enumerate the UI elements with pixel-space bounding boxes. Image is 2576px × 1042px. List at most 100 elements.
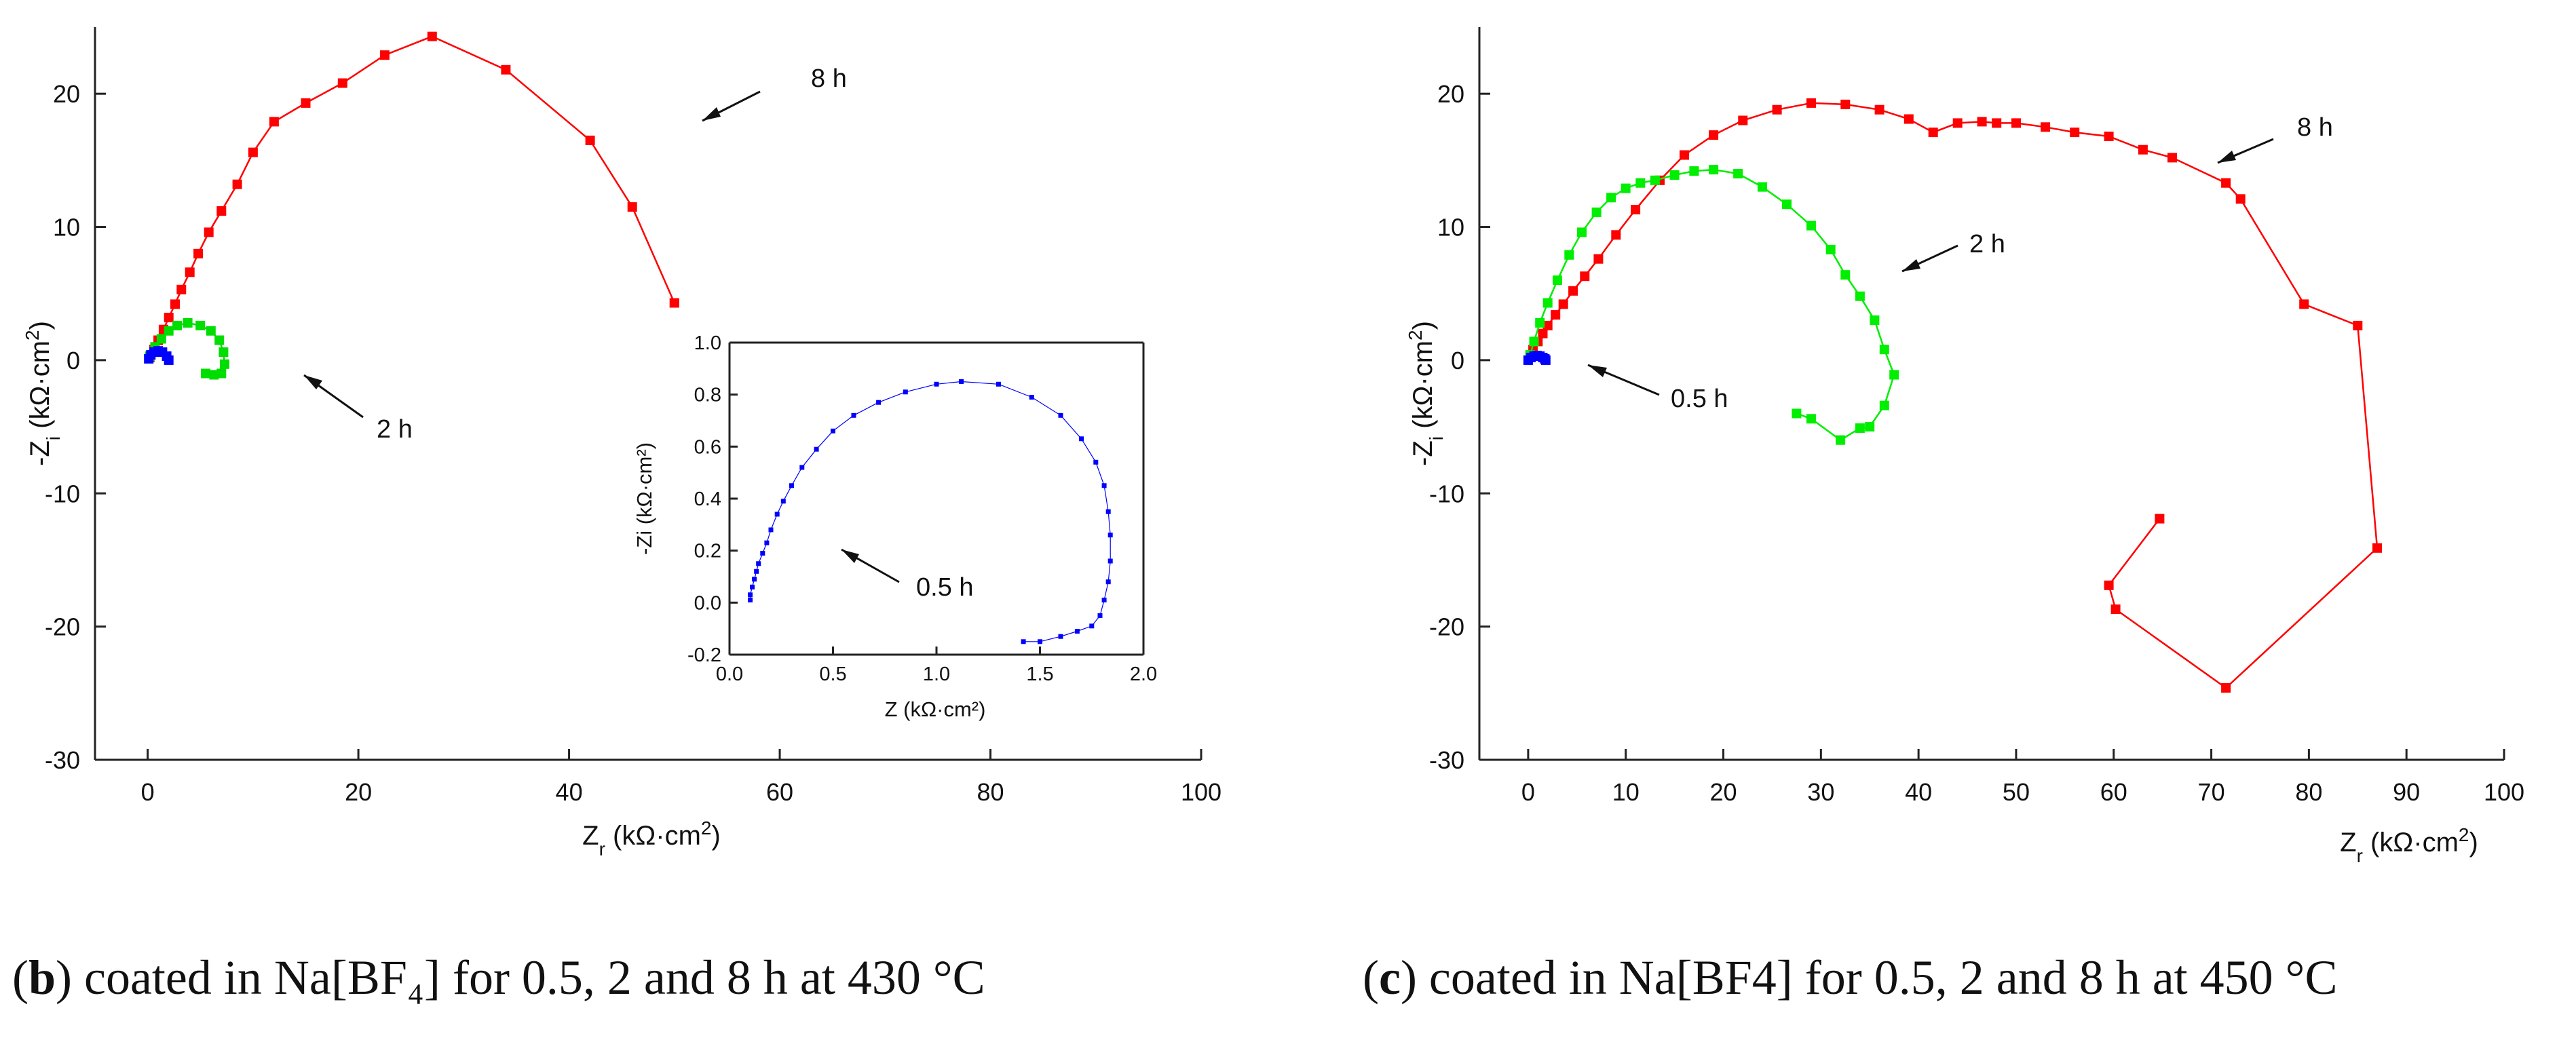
- b-series-8h-line: [149, 35, 675, 358]
- b-y-tick-label: 20: [53, 80, 80, 108]
- c-series-8h-point-19: [1874, 104, 1884, 115]
- inset-series-05h-point-1: [748, 592, 753, 598]
- inset-series-05h-point-34: [1058, 634, 1063, 639]
- inset-series-05h-point-19: [959, 379, 964, 384]
- panel-b-annotations: 8 h 2 h 0.5 h: [303, 64, 974, 602]
- b-series-8h-point-12: [248, 147, 258, 157]
- b-series-2h-point-5: [183, 317, 193, 328]
- c-series-2h-point-1: [1529, 336, 1539, 347]
- b-series-8h-point-6: [176, 284, 187, 294]
- c-series-2h-point-20: [1840, 270, 1851, 280]
- c-series-8h-point-10: [1611, 230, 1621, 240]
- b-x-tick-label: 80: [977, 778, 1004, 806]
- c-x-tick-label: 80: [2295, 778, 2322, 806]
- c-series-8h-point-23: [1977, 117, 1987, 127]
- panel-b-inset-series: [748, 379, 1113, 644]
- c-series-8h-point-36: [2221, 683, 2231, 693]
- c-series-8h-point-21: [1928, 128, 1938, 138]
- inset-series-05h-point-8: [768, 527, 774, 533]
- c-x-tick-label: 20: [1710, 778, 1737, 806]
- c-series-8h-point-27: [2070, 128, 2080, 138]
- b-series-8h-point-8: [193, 248, 204, 258]
- c-series-8h-point-5: [1551, 310, 1561, 320]
- b-y-axis-title: -Zi (kΩ·cm2): [22, 321, 64, 466]
- caption-c: (c) coated in Na[BF4] for 0.5, 2 and 8 h…: [1363, 950, 2338, 1005]
- inset-series-05h-point-33: [1074, 629, 1080, 634]
- c-arrowhead-8h: [2218, 151, 2236, 163]
- b-series-2h-point-4: [172, 320, 183, 330]
- c-series-8h-point-11: [1631, 205, 1641, 214]
- inset-series-05h-point-13: [814, 446, 819, 452]
- c-series-8h-point-32: [2235, 194, 2246, 204]
- inset-series-05h-point-36: [1021, 639, 1026, 644]
- c-series-8h-point-25: [2011, 118, 2021, 128]
- c-series-2h-point-12: [1669, 170, 1680, 180]
- inset-background: [730, 343, 1143, 655]
- c-series-2h-point-14: [1709, 165, 1719, 175]
- c-series-2h-point-30: [1792, 408, 1802, 419]
- c-series-8h-point-29: [2138, 144, 2148, 155]
- inset-y-tick-label: 0.2: [694, 541, 721, 562]
- inset-series-05h-point-10: [780, 499, 786, 504]
- c-series-2h-point-29: [1806, 414, 1816, 424]
- b-y-tick-label: -20: [45, 613, 80, 641]
- inset-series-05h-point-4: [754, 568, 759, 574]
- b-x-tick-label: 0: [141, 778, 155, 806]
- panel-b-chart: 0 20 40 60 80 100 -30 -20 -10 0 10 20 Zr (kΩ·cm2) -Zi…: [22, 27, 1221, 860]
- c-series-2h-point-5: [1564, 250, 1574, 260]
- c-series-2h-point-11: [1650, 175, 1660, 185]
- inset-series-05h-point-7: [764, 540, 770, 545]
- inset-y-axis-title: -Zi (kΩ·cm²): [632, 442, 656, 555]
- c-series-8h-point-37: [2110, 604, 2121, 615]
- b-series-2h-point-3: [164, 326, 174, 336]
- c-y-tick-label: 10: [1437, 214, 1464, 242]
- inset-series-05h-point-3: [752, 577, 757, 582]
- inset-series-05h-point-26: [1105, 509, 1111, 514]
- c-series-8h-point-13: [1680, 150, 1689, 160]
- inset-series-05h-point-23: [1079, 436, 1084, 442]
- inset-series-05h-point-27: [1107, 533, 1113, 538]
- inset-series-05h-point-0: [748, 598, 753, 602]
- inset-series-05h-point-30: [1101, 598, 1107, 602]
- b-x-tick-label: 60: [766, 778, 793, 806]
- panel-c-annotations: 8 h 2 h 0.5 h: [1587, 113, 2333, 413]
- c-series-2h-point-19: [1825, 244, 1836, 254]
- b-series-8h-point-17: [427, 31, 437, 41]
- c-series-2h-point-13: [1689, 166, 1699, 176]
- b-annotation-2h: 2 h: [377, 415, 413, 444]
- inset-x-tick-label: 1.0: [923, 663, 950, 685]
- b-series-8h-point-20: [627, 202, 637, 212]
- c-x-tick-label: 90: [2393, 778, 2420, 806]
- inset-x-axis-title: Z (kΩ·cm²): [885, 697, 986, 721]
- b-y-tick-label: 0: [67, 347, 80, 374]
- inset-series-05h-point-12: [799, 465, 805, 470]
- c-y-tick-label: -30: [1429, 746, 1464, 774]
- inset-series-05h-point-20: [996, 381, 1001, 387]
- c-series-2h-point-6: [1577, 227, 1587, 237]
- caption-b-label: b: [28, 950, 56, 1005]
- inset-y-tick-label: 0.8: [694, 385, 721, 406]
- b-series-8h-point-5: [170, 299, 180, 309]
- caption-c-label: c: [1378, 950, 1401, 1005]
- inset-series-05h-point-22: [1058, 412, 1063, 418]
- c-x-tick-label: 100: [2484, 778, 2524, 806]
- c-series-8h-point-35: [2372, 543, 2382, 553]
- inset-series-05h-point-35: [1038, 639, 1042, 644]
- inset-series-05h-point-9: [774, 512, 780, 517]
- c-series-8h-point-31: [2221, 178, 2231, 188]
- c-series-8h-point-38: [2104, 580, 2114, 590]
- c-series-8h-point-39: [2155, 514, 2165, 524]
- inset-series-05h-point-28: [1107, 558, 1113, 564]
- b-series-8h-point-19: [585, 135, 595, 145]
- c-series-2h-point-21: [1855, 291, 1865, 301]
- c-series-8h-point-30: [2167, 153, 2177, 163]
- c-series-8h-point-15: [1738, 115, 1748, 126]
- b-series-05h-point-6: [164, 355, 174, 365]
- c-series-8h-point-34: [2353, 320, 2363, 330]
- c-series-8h-point-28: [2104, 132, 2114, 141]
- inset-series-05h-point-14: [831, 428, 835, 433]
- b-x-tick-label: 20: [345, 778, 372, 806]
- c-series-8h-point-16: [1772, 104, 1782, 115]
- inset-series-05h-point-15: [851, 412, 856, 418]
